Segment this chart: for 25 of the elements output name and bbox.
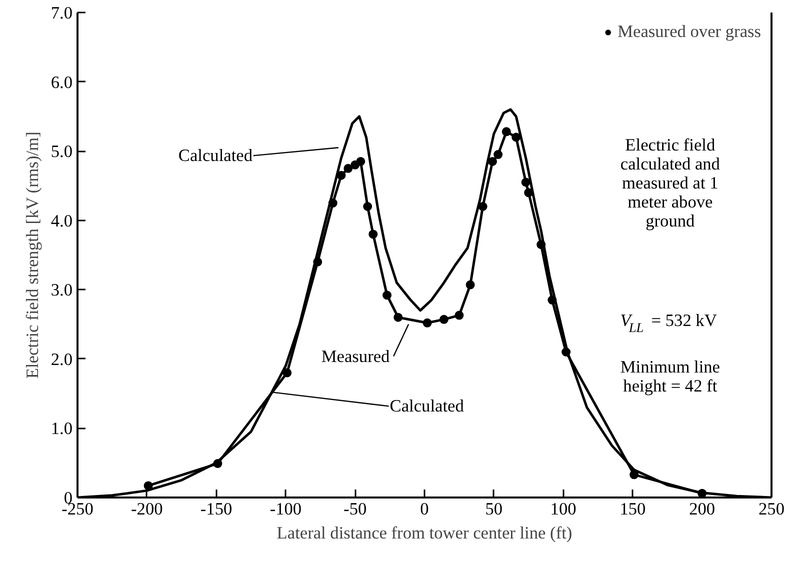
x-tick-label: -200: [131, 500, 163, 518]
annotation: Measured: [321, 346, 390, 366]
x-tick-label: -100: [270, 500, 302, 518]
x-tick-label: 100: [550, 500, 576, 518]
x-axis-title: Lateral distance from tower center line (ft): [276, 524, 572, 542]
y-tick-label: 4.0: [50, 211, 73, 230]
x-tick-label: -50: [344, 500, 367, 518]
y-tick-label: 5.0: [50, 142, 73, 162]
annotation: Minimum line height = 42 ft: [620, 357, 720, 396]
y-axis-title: Electric field strength [kV (rms)/m]: [22, 132, 42, 379]
x-tick-label: 250: [758, 500, 785, 518]
y-tick-label: 2.0: [50, 350, 73, 369]
x-tick-label: -150: [200, 500, 232, 518]
legend-label: Measured over grass: [618, 22, 761, 42]
y-tick-label: 3.0: [50, 280, 73, 300]
y-tick-label: 7.0: [50, 4, 73, 22]
annotation: Electric field calculated and measured at 1 meter above ground: [620, 136, 720, 231]
annotation: Calculated: [390, 396, 464, 416]
x-tick-label: 0: [420, 500, 429, 518]
y-tick-label: 1.0: [50, 419, 73, 438]
x-tick-label: 150: [620, 500, 646, 518]
x-tick-label: 50: [485, 500, 503, 518]
x-tick-label: 200: [689, 500, 716, 518]
y-tick-label: 6.0: [50, 72, 73, 92]
annotation: Calculated: [178, 146, 253, 166]
